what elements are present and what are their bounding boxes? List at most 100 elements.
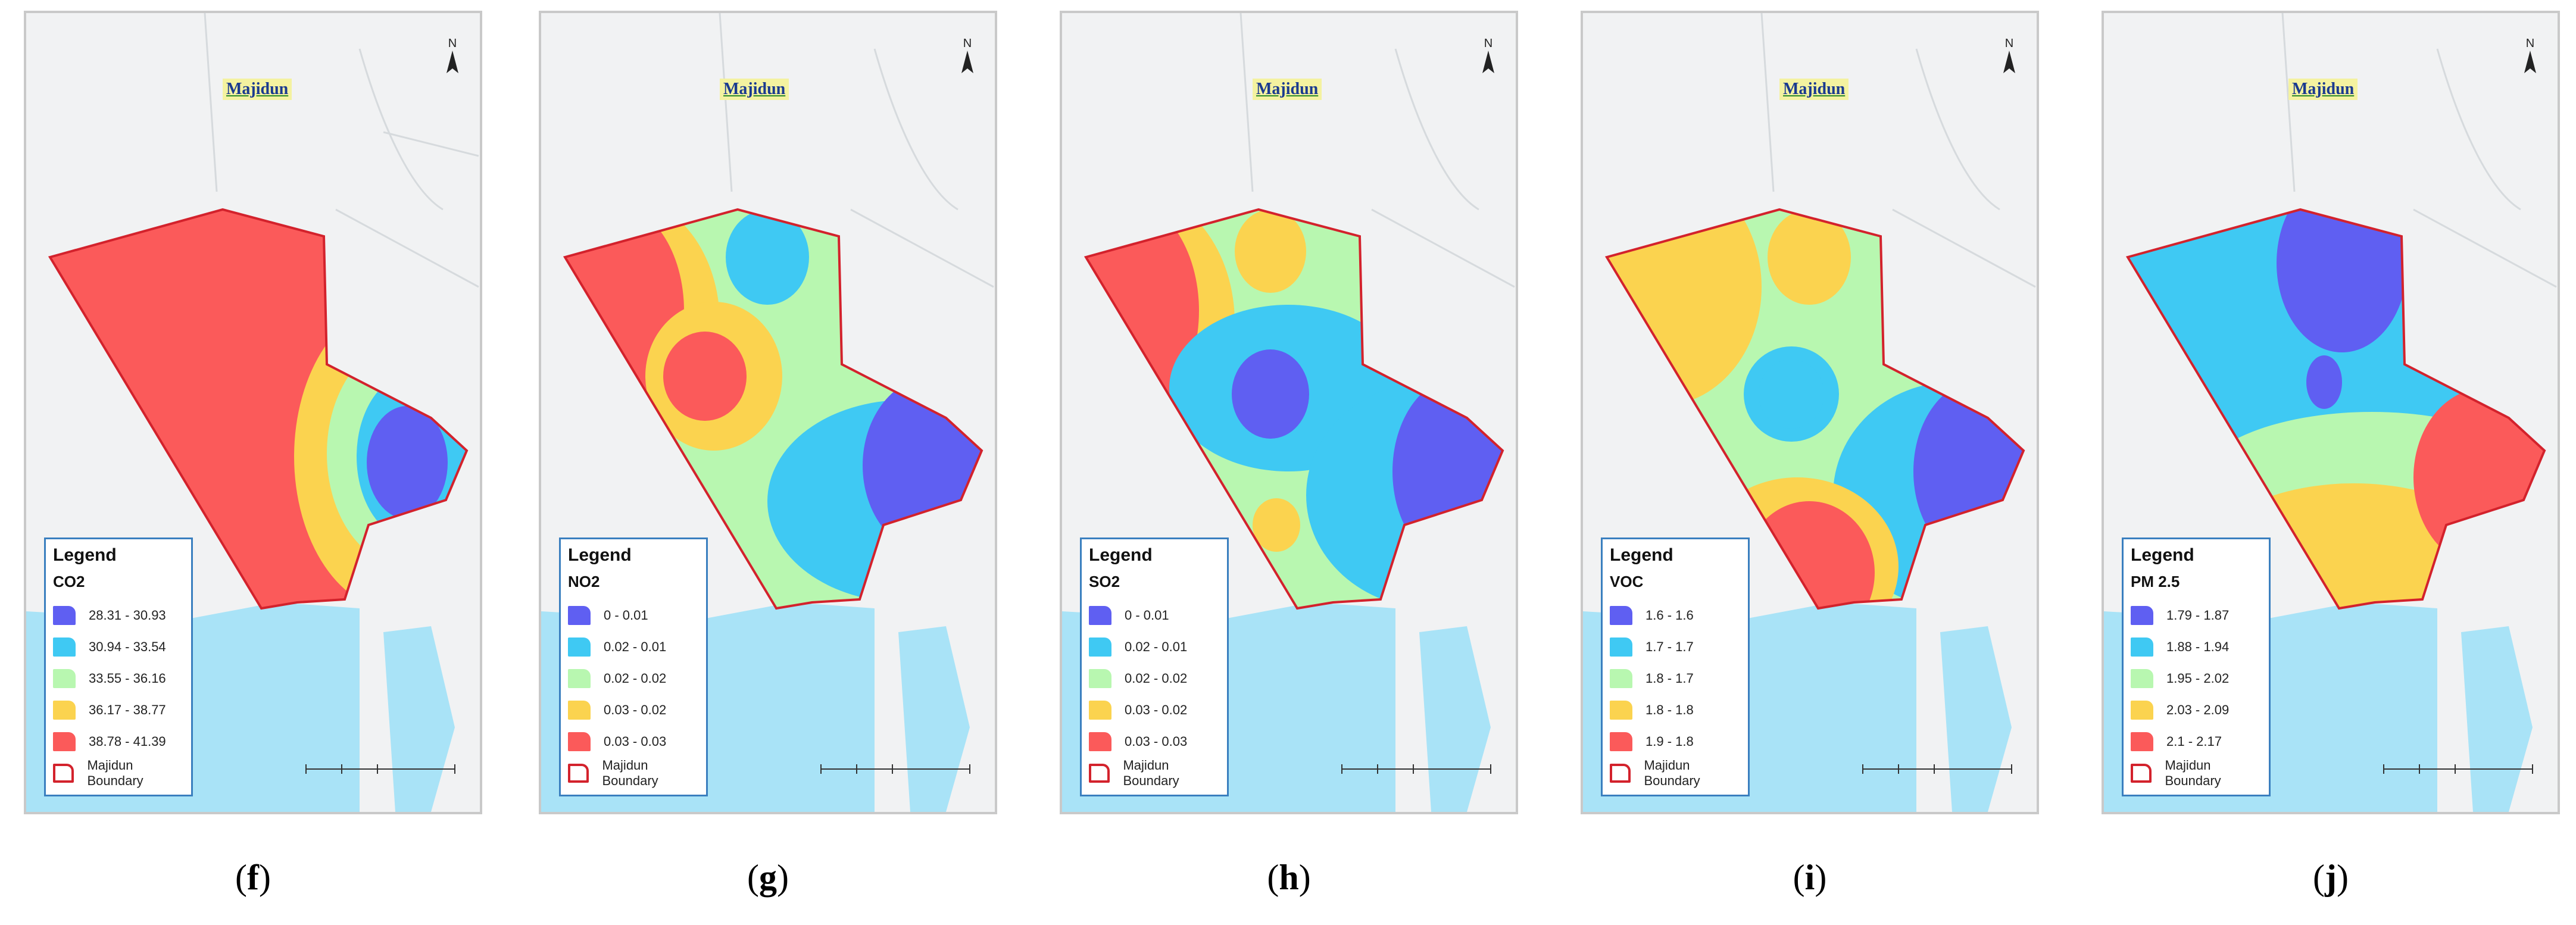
legend-swatch xyxy=(1089,637,1111,657)
legend-item: 1.6 - 1.6 xyxy=(1610,599,1741,631)
legend-swatch xyxy=(1089,732,1111,751)
caption-i: (i) xyxy=(1793,858,1827,897)
legend-label: 0.03 - 0.02 xyxy=(604,702,667,717)
majidun-boundary xyxy=(563,208,983,610)
north-arrow-icon xyxy=(2524,51,2536,73)
legend-item: 0.03 - 0.02 xyxy=(568,694,699,726)
scale-bar xyxy=(1341,764,1491,774)
scale-bar xyxy=(2383,764,2533,774)
legend-item: 1.95 - 2.02 xyxy=(2131,662,2262,694)
map-panel-co2: Majidun N Legend CO2 28.31 - 30.93 30.94… xyxy=(24,11,482,814)
north-arrow: N xyxy=(441,37,464,77)
legend-swatch xyxy=(53,700,76,720)
legend-item: 1.88 - 1.94 xyxy=(2131,631,2262,662)
legend-label: 0.02 - 0.01 xyxy=(1125,639,1188,654)
legend-label: 0.02 - 0.02 xyxy=(1125,670,1188,686)
legend-label: 0.03 - 0.02 xyxy=(1125,702,1188,717)
legend-label: 28.31 - 30.93 xyxy=(89,607,166,623)
map-panel-voc: Majidun N Legend VOC 1.6 - 1.6 1.7 - 1.7… xyxy=(1581,11,2039,814)
legend-swatch xyxy=(2131,605,2153,625)
caption-h: (h) xyxy=(1267,858,1311,897)
legend-variable: PM 2.5 xyxy=(2131,573,2180,590)
legend-item: 0 - 0.01 xyxy=(1089,599,1220,631)
legend-title: Legend xyxy=(1610,545,1673,565)
legend-label: Majidun Boundary xyxy=(2165,757,2221,788)
legend-variable: NO2 xyxy=(568,573,600,590)
legend-swatch xyxy=(568,605,591,625)
legend-item: 36.17 - 38.77 xyxy=(53,694,184,726)
north-letter: N xyxy=(448,37,457,50)
north-arrow-icon xyxy=(2003,51,2015,73)
legend-label: Majidun Boundary xyxy=(1644,757,1700,788)
boundary-swatch xyxy=(2131,763,2152,783)
legend-item: 0.03 - 0.02 xyxy=(1089,694,1220,726)
legend-swatch xyxy=(1089,668,1111,688)
boundary-swatch xyxy=(53,763,74,783)
legend-item: 0 - 0.01 xyxy=(568,599,699,631)
map-panel-pm25: Majidun N Legend PM 2.5 1.79 - 1.87 1.88… xyxy=(2102,11,2560,814)
legend-item: 30.94 - 33.54 xyxy=(53,631,184,662)
caption-letter: i xyxy=(1804,858,1815,897)
legend-swatch xyxy=(53,605,76,625)
caption-letter: h xyxy=(1279,858,1299,897)
legend-swatch xyxy=(568,732,591,751)
town-label: Majidun xyxy=(1779,79,1849,100)
legend-swatch xyxy=(1089,700,1111,720)
legend-item: 0.02 - 0.01 xyxy=(568,631,699,662)
legend-swatch xyxy=(568,637,591,657)
legend-label: 2.1 - 2.17 xyxy=(2166,733,2222,749)
legend-label: 0.03 - 0.03 xyxy=(1125,733,1188,749)
legend-swatch xyxy=(1610,668,1632,688)
street-lines xyxy=(1760,13,2036,288)
legend-swatch xyxy=(1610,700,1632,720)
legend-item: 2.1 - 2.17 xyxy=(2131,726,2262,757)
north-arrow: N xyxy=(2518,37,2542,77)
legend-label: 36.17 - 38.77 xyxy=(89,702,166,717)
legend-title: Legend xyxy=(53,545,117,565)
legend-label: 0.03 - 0.03 xyxy=(604,733,667,749)
north-arrow: N xyxy=(1997,37,2021,77)
legend-item: 38.78 - 41.39 xyxy=(53,726,184,757)
caption-letter: f xyxy=(247,858,259,897)
legend-item: Majidun Boundary xyxy=(53,757,184,789)
majidun-boundary xyxy=(2125,208,2546,610)
legend-swatch xyxy=(53,668,76,688)
legend-item: 0.02 - 0.01 xyxy=(1089,631,1220,662)
legend-label: Majidun Boundary xyxy=(602,757,658,788)
legend-item: 1.7 - 1.7 xyxy=(1610,631,1741,662)
town-label: Majidun xyxy=(223,79,292,100)
legend-item: 1.9 - 1.8 xyxy=(1610,726,1741,757)
legend-label: 1.79 - 1.87 xyxy=(2166,607,2230,623)
legend-swatch xyxy=(2131,732,2153,751)
legend-label: 1.8 - 1.8 xyxy=(1645,702,1694,717)
legend-label: 0.02 - 0.02 xyxy=(604,670,667,686)
caption-f: (f) xyxy=(235,858,271,897)
map-panel-no2: Majidun N Legend NO2 0 - 0.01 0.02 - 0.0… xyxy=(539,11,997,814)
legend-label: 33.55 - 36.16 xyxy=(89,670,166,686)
legend-title: Legend xyxy=(568,545,632,565)
street-lines xyxy=(2281,13,2557,288)
legend-swatch xyxy=(53,732,76,751)
legend-item: 1.8 - 1.7 xyxy=(1610,662,1741,694)
legend-swatch xyxy=(1610,637,1632,657)
north-arrow: N xyxy=(1476,37,1500,77)
legend-item: 0.02 - 0.02 xyxy=(568,662,699,694)
legend-label: Majidun Boundary xyxy=(87,757,143,788)
legend-label: 0.02 - 0.01 xyxy=(604,639,667,654)
majidun-boundary xyxy=(1604,208,2025,610)
legend-item: 0.02 - 0.02 xyxy=(1089,662,1220,694)
legend-item: Majidun Boundary xyxy=(1610,757,1741,789)
legend-swatch xyxy=(568,700,591,720)
north-arrow-icon xyxy=(961,51,973,73)
north-arrow-icon xyxy=(1482,51,1494,73)
legend-variable: SO2 xyxy=(1089,573,1120,590)
scale-bar xyxy=(1862,764,2012,774)
caption-g: (g) xyxy=(747,858,789,897)
legend-swatch xyxy=(568,668,591,688)
legend-label: 30.94 - 33.54 xyxy=(89,639,166,654)
legend: Legend PM 2.5 1.79 - 1.87 1.88 - 1.94 1.… xyxy=(2122,538,2271,796)
legend-swatch xyxy=(2131,668,2153,688)
north-letter: N xyxy=(1484,37,1493,50)
legend-item: 0.03 - 0.03 xyxy=(568,726,699,757)
legend-label: 1.6 - 1.6 xyxy=(1645,607,1694,623)
